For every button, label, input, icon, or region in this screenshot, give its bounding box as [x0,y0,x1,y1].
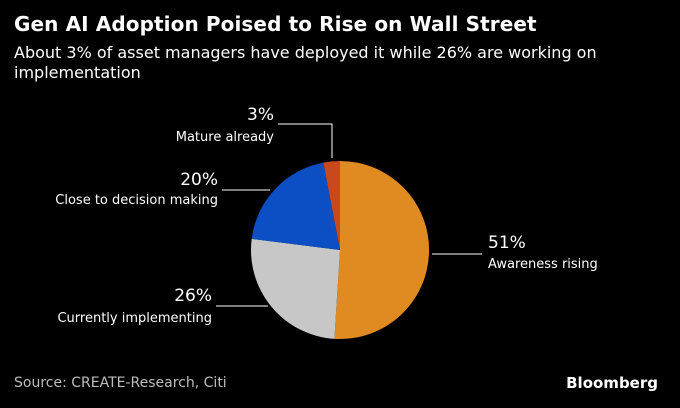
slice-category-label: Close to decision making [55,193,218,208]
slice-value-label: 26% [174,286,212,306]
pie-slice-mature-already [323,161,340,250]
pie-slice-awareness-rising [334,160,430,339]
slice-value-label: 3% [247,105,274,125]
slice-value-label: 51% [488,233,526,253]
pie-slice-close-to-decision-making [251,162,340,250]
chart-subtitle: About 3% of asset managers have deployed… [14,43,597,82]
leader-line [278,123,333,158]
slice-category-label: Mature already [176,130,275,145]
slice-category-label: Currently implementing [57,311,212,326]
source-note: Source: CREATE-Research, Citi [14,375,227,391]
slice-category-label: Awareness rising [488,257,598,272]
chart-title: Gen AI Adoption Poised to Rise on Wall S… [14,12,537,36]
bloomberg-logo: Bloomberg [566,374,658,392]
slice-value-label: 20% [180,170,218,190]
pie-slice-currently-implementing [250,238,340,339]
